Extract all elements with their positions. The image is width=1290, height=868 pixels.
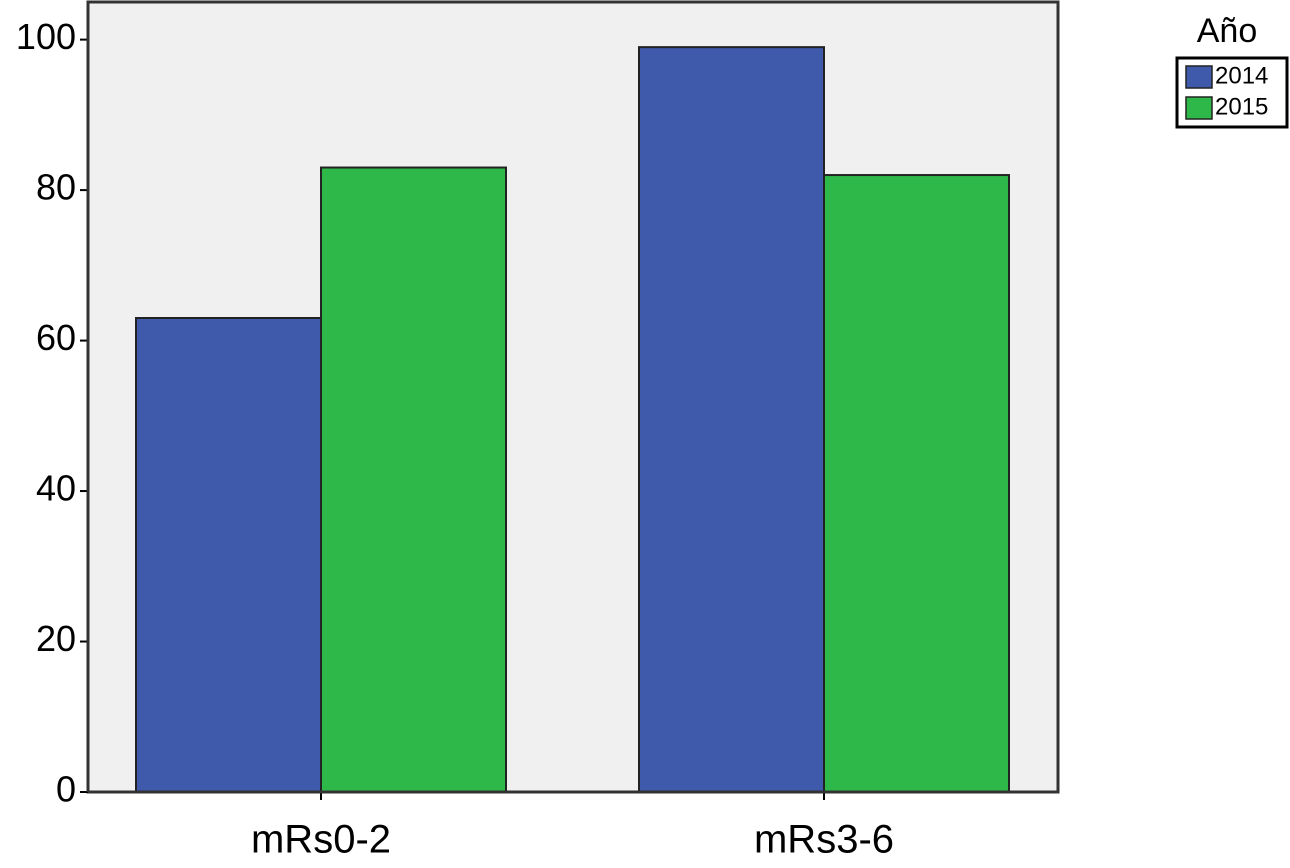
bar: [320, 166, 507, 793]
y-tick-label: 40: [36, 468, 76, 509]
x-tick-label: mRs0-2: [251, 818, 391, 862]
bar: [135, 317, 322, 793]
legend-swatch: [1185, 96, 1213, 120]
y-tick-label: 0: [56, 769, 76, 810]
y-tick-label: 60: [36, 317, 76, 358]
legend-swatch: [1185, 65, 1213, 89]
legend-label: 2015: [1215, 93, 1268, 120]
y-tick-label: 20: [36, 618, 76, 659]
x-tick-label: mRs3-6: [754, 818, 894, 862]
bar: [638, 46, 825, 793]
y-tick-label: 80: [36, 167, 76, 208]
legend-title: Año: [1197, 12, 1258, 50]
y-tick-label: 100: [16, 16, 76, 57]
bar: [823, 174, 1010, 794]
legend-label: 2014: [1215, 62, 1268, 89]
